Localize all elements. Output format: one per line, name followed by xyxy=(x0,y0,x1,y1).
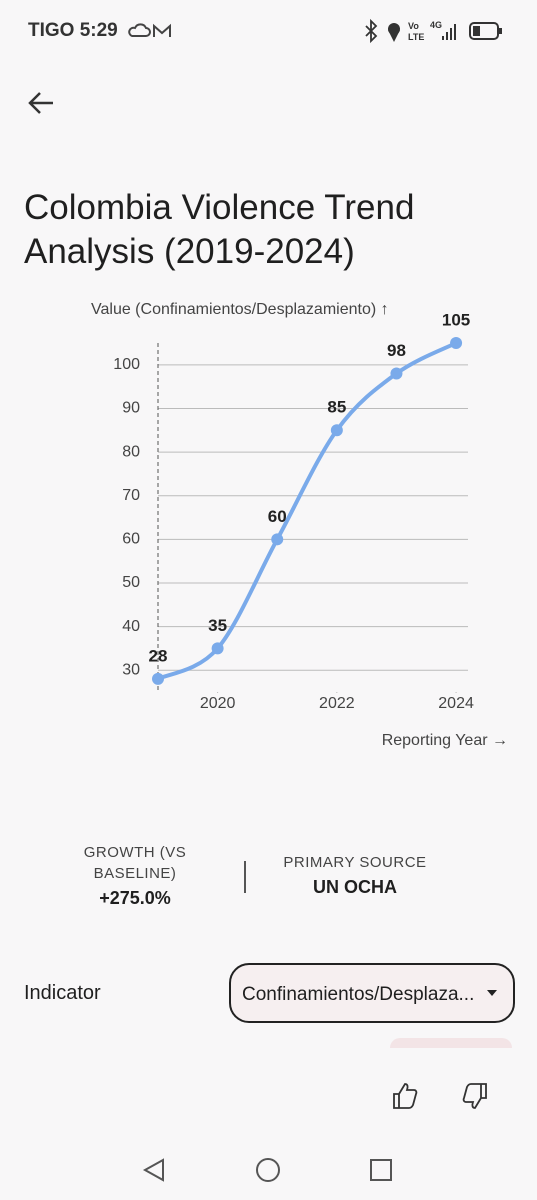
nav-bar xyxy=(142,1158,392,1182)
x-tick-label: 2024 xyxy=(438,695,474,712)
indicator-dropdown[interactable]: Confinamientos/Desplaza... xyxy=(229,963,515,1023)
point xyxy=(330,424,343,437)
x-axis-label: Reporting Year → xyxy=(382,732,508,749)
status-icons xyxy=(128,23,171,37)
nav-back[interactable] xyxy=(142,1158,164,1182)
point xyxy=(390,367,403,380)
dropdown-value: Confinamientos/Desplaza... xyxy=(242,984,475,1005)
y-axis-label: Value (Confinamientos/Desplazamiento) ↑ xyxy=(91,301,389,318)
stat-value: +275.0% xyxy=(99,888,171,908)
status-bar-time: TIGO 5:29 xyxy=(28,20,118,41)
svg-text:Vo: Vo xyxy=(408,21,419,31)
data-label: 105 xyxy=(442,310,470,329)
dropdown-arrow xyxy=(487,990,497,996)
data-label: 28 xyxy=(149,646,168,665)
nav-home[interactable] xyxy=(256,1158,280,1182)
data-label: 85 xyxy=(327,398,346,417)
stat-label: GROWTH (VS BASELINE) xyxy=(83,844,187,882)
feedback xyxy=(393,1083,487,1109)
y-tick-label: 60 xyxy=(122,531,140,548)
x-tick-label: 2022 xyxy=(319,695,355,712)
indicator-label: Indicator xyxy=(24,982,101,1004)
nav-recents[interactable] xyxy=(370,1159,392,1181)
divider xyxy=(244,861,246,893)
y-tick-label: 80 xyxy=(122,443,140,460)
point xyxy=(450,337,463,349)
page-title: Colombia Violence Trend Analysis (2019-2… xyxy=(24,188,415,271)
svg-text:LTE: LTE xyxy=(408,32,424,42)
thumbs-up[interactable] xyxy=(393,1083,418,1109)
y-tick-label: 50 xyxy=(122,574,140,591)
x-tick-label: 2020 xyxy=(200,695,236,712)
y-tick-label: 90 xyxy=(122,400,140,417)
y-tick-label: 100 xyxy=(113,356,140,373)
back-button[interactable] xyxy=(26,88,56,118)
data-label: 35 xyxy=(208,616,227,635)
partial-card xyxy=(390,1038,512,1048)
data-label: 98 xyxy=(387,341,406,360)
chart: Value (Confinamientos/Desplazamiento) ↑ R… xyxy=(91,301,508,749)
thumbs-down[interactable] xyxy=(462,1083,487,1109)
point xyxy=(271,533,284,546)
svg-text:4G: 4G xyxy=(430,20,442,30)
line xyxy=(156,341,459,681)
stat-label: PRIMARY SOURCE xyxy=(283,854,427,871)
stat-value: UN OCHA xyxy=(313,877,397,897)
point xyxy=(152,672,164,685)
point xyxy=(211,642,224,655)
stat-source: PRIMARY SOURCE UN OCHA xyxy=(265,852,445,898)
stat-growth: GROWTH (VS BASELINE) +275.0% xyxy=(60,842,210,909)
y-tick-label: 30 xyxy=(122,661,140,678)
y-tick-label: 40 xyxy=(122,618,140,635)
data-label: 60 xyxy=(268,507,287,526)
y-tick-label: 70 xyxy=(122,487,140,504)
